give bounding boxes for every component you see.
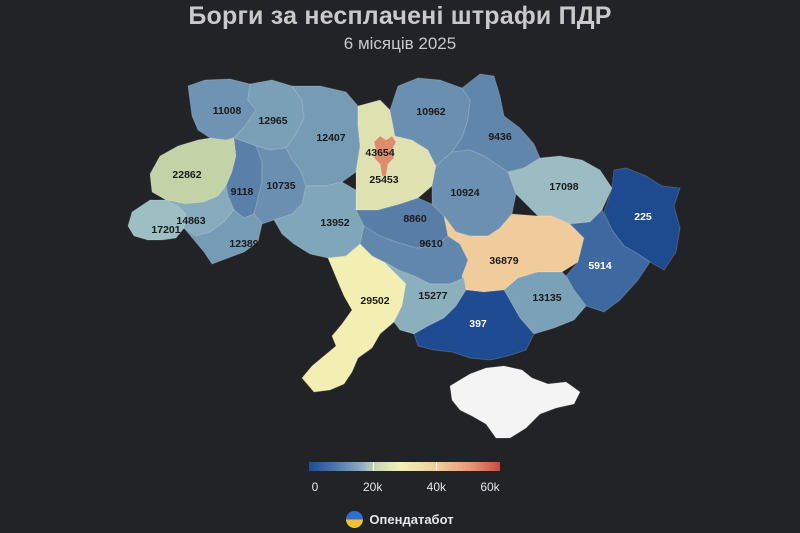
region-value-label: 12965 <box>258 115 287 127</box>
region-chernivtsi <box>183 209 263 265</box>
region-crimea <box>449 365 581 439</box>
page-title: Борги за несплачені штрафи ПДР <box>188 2 612 30</box>
region-value-label: 17201 <box>151 224 180 236</box>
legend-label-20k: 20k <box>362 480 383 494</box>
region-value-label: 225 <box>634 211 652 223</box>
region-value-label: 9118 <box>231 186 254 198</box>
legend-label-60k: 60k <box>480 480 500 494</box>
region-value-label: 9436 <box>488 131 512 143</box>
region-value-label: 29502 <box>360 295 389 307</box>
legend-tick <box>372 462 374 471</box>
region-dnipropetrovsk <box>443 213 585 293</box>
opendatabot-logo-icon <box>346 511 364 529</box>
region-value-label: 8860 <box>403 213 427 225</box>
region-kherson <box>413 289 535 361</box>
region-value-label: 5914 <box>588 260 612 272</box>
region-value-label: 17098 <box>549 181 578 193</box>
region-value-label: 10735 <box>266 180 295 192</box>
region-value-label: 12389 <box>229 238 258 250</box>
legend-label-0: 0 <box>311 480 319 494</box>
region-value-label: 13952 <box>320 217 349 229</box>
region-value-label: 10962 <box>416 106 445 118</box>
region-value-label: 14863 <box>176 215 205 227</box>
page-subtitle: 6 місяців 2025 <box>343 34 457 53</box>
region-value-label: 15277 <box>418 290 447 302</box>
region-donetsk <box>565 209 651 313</box>
brand-footer: Опендатабот <box>0 511 800 529</box>
brand-name: Опендатабот <box>369 512 454 528</box>
region-value-label: 12407 <box>316 132 345 144</box>
legend-tick <box>436 462 438 471</box>
region-value-label: 11008 <box>213 105 242 117</box>
region-value-label: 36879 <box>489 255 518 267</box>
region-kyiv-city <box>373 135 397 177</box>
color-legend: 0 20k 40k 60k <box>309 462 500 494</box>
region-value-label: 10924 <box>450 187 479 199</box>
region-value-label: 25453 <box>369 174 398 186</box>
region-value-label: 43654 <box>365 147 394 159</box>
legend-label-40k: 40k <box>426 480 447 494</box>
region-value-label: 9610 <box>419 238 443 250</box>
region-zakarpattia <box>127 199 187 241</box>
region-value-label: 13135 <box>532 292 561 304</box>
region-value-label: 22862 <box>172 169 201 181</box>
region-value-label: 397 <box>469 318 487 330</box>
legend-gradient-bar <box>309 462 500 471</box>
